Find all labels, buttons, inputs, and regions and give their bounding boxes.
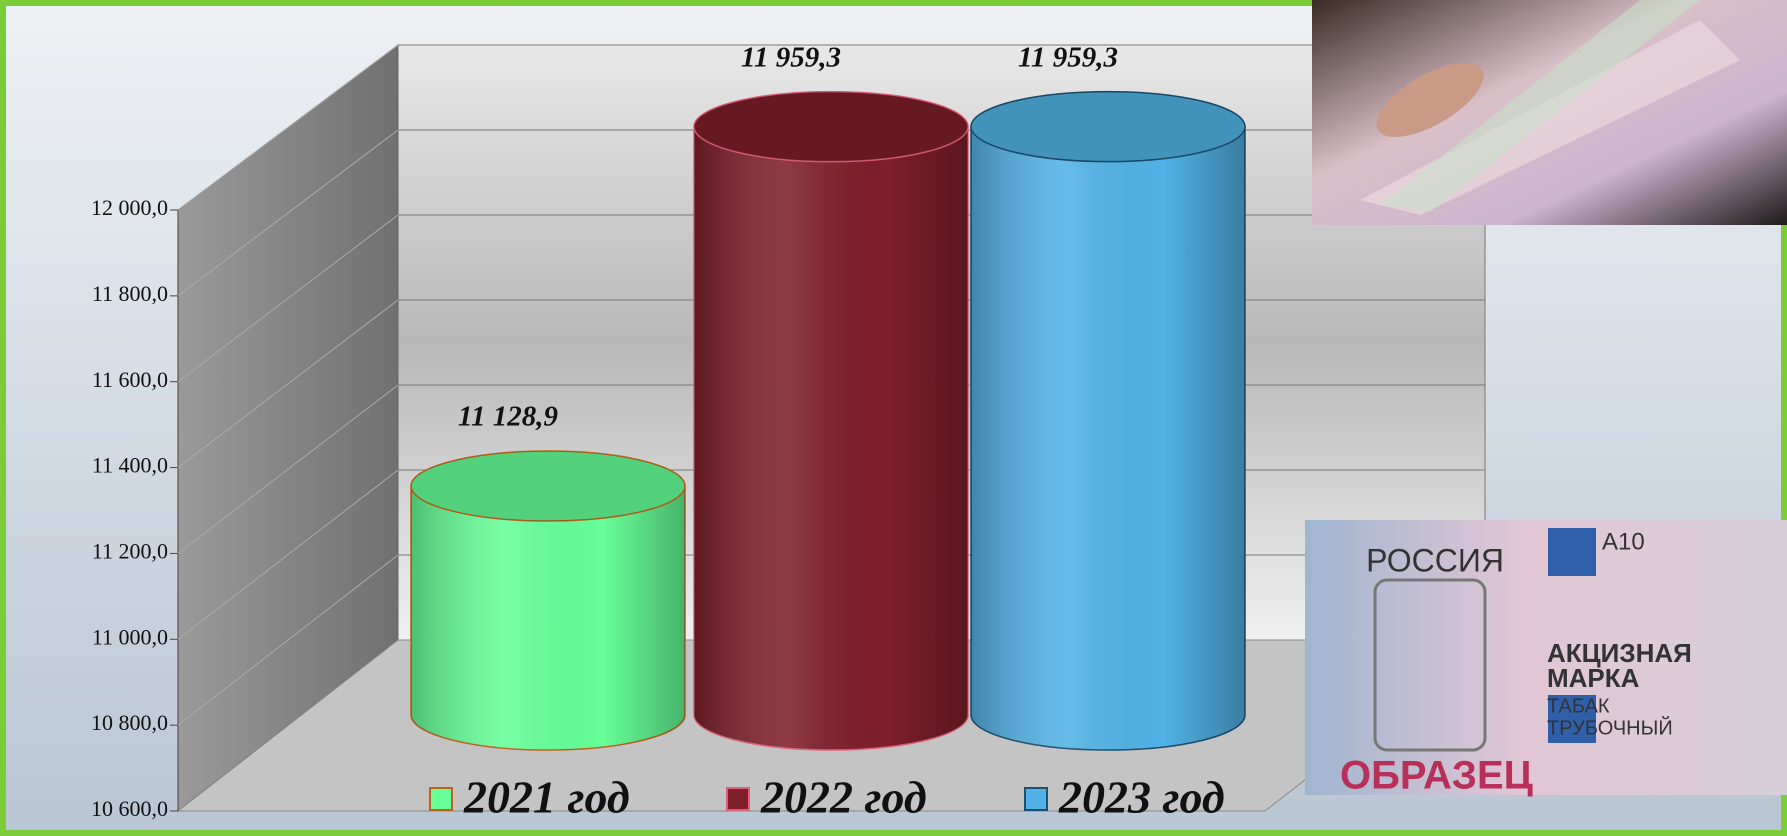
y-tick-label: 10 800,0 xyxy=(91,710,168,735)
bar-top-shade xyxy=(411,451,685,522)
data-label: 11 959,3 xyxy=(1018,41,1118,73)
y-tick-label: 11 600,0 xyxy=(92,367,168,392)
y-tick-label: 12 000,0 xyxy=(91,195,168,220)
bar-top xyxy=(693,90,969,163)
stamp-text: ТАБАК xyxy=(1547,695,1610,717)
legend-swatch xyxy=(726,787,750,811)
grid-line xyxy=(177,469,399,640)
stamp-text: ОБРАЗЕЦ xyxy=(1340,754,1533,798)
legend-label: 2022 год xyxy=(760,772,927,823)
legend-swatch xyxy=(429,787,453,811)
plot: 10 600,0 10 800,0 11 000,0 11 200,0 11 400,0… xyxy=(91,41,1485,821)
bar-top-shade xyxy=(694,91,968,162)
legend-label: 2023 год xyxy=(1058,772,1225,823)
grid-line xyxy=(177,44,399,211)
y-tick-label: 11 000,0 xyxy=(92,624,168,649)
stamp-text: АКЦИЗНАЯ xyxy=(1547,638,1692,668)
stamp-text: A10 xyxy=(1602,528,1645,555)
bar-top xyxy=(970,90,1246,163)
bar-shading xyxy=(411,486,685,750)
y-tick-label: 11 400,0 xyxy=(92,453,168,478)
grid-line xyxy=(177,299,399,468)
stamp-text: ТРУБОЧНЫЙ xyxy=(1547,715,1673,739)
grid-line xyxy=(177,384,399,554)
y-tick-label: 11 800,0 xyxy=(92,281,168,306)
stamp-text: МАРКА xyxy=(1547,663,1640,693)
y-tick-label: 10 600,0 xyxy=(91,796,168,821)
bar-shading xyxy=(694,126,968,750)
data-label: 11 959,3 xyxy=(741,41,841,73)
bar-top-shade xyxy=(971,91,1245,162)
photo-stamps-fan xyxy=(1312,0,1787,225)
bar-top xyxy=(410,450,686,522)
grid-line xyxy=(177,554,399,726)
data-label: 11 128,9 xyxy=(458,401,558,433)
bar-shading xyxy=(971,126,1245,750)
photo-excise-stamp: РОССИЯ A10 АКЦИЗНАЯ МАРКА ТАБАК ТРУБОЧНЫ… xyxy=(1305,520,1787,798)
grid-line xyxy=(177,129,399,297)
stamp-text: РОССИЯ xyxy=(1366,542,1504,578)
legend-swatch xyxy=(1024,787,1048,811)
y-tick-label: 11 200,0 xyxy=(92,538,168,563)
legend-label: 2021 год xyxy=(463,772,630,823)
grid-line xyxy=(177,214,399,383)
